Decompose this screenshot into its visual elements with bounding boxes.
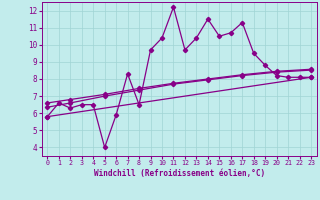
X-axis label: Windchill (Refroidissement éolien,°C): Windchill (Refroidissement éolien,°C) <box>94 169 265 178</box>
